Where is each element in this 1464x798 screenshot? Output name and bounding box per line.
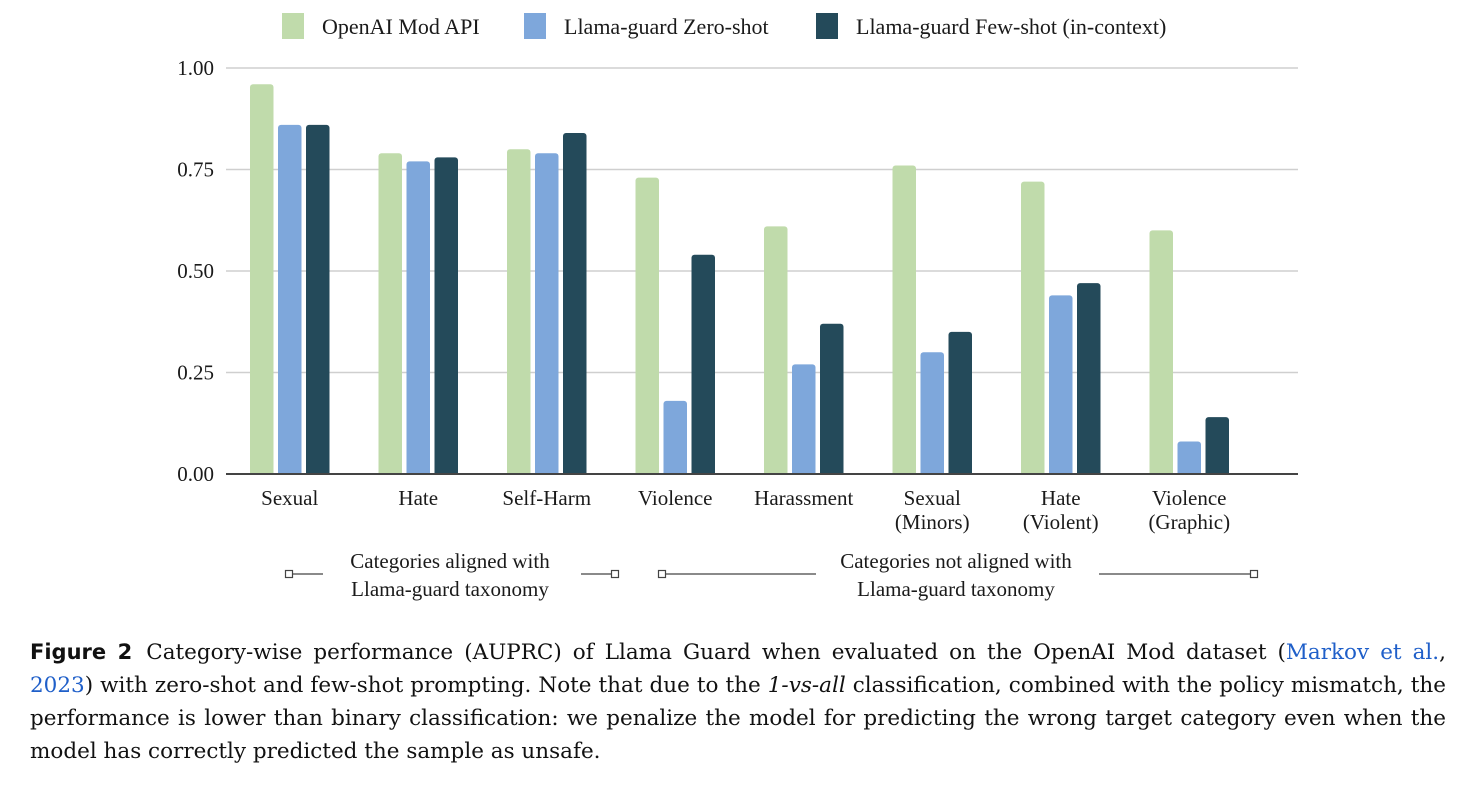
group-bracket-end <box>657 569 667 579</box>
bar-base <box>892 169 916 474</box>
caption-text-2: ) with zero-shot and few-shot prompting.… <box>84 673 768 698</box>
group-label: Llama-guard taxonomy <box>351 577 549 601</box>
bar-base <box>764 230 788 474</box>
legend-swatch <box>282 13 304 39</box>
y-tick-label: 1.00 <box>177 56 214 80</box>
gridlines <box>226 67 1298 374</box>
y-tick-label: 0.25 <box>177 361 214 385</box>
bar-base <box>378 157 402 474</box>
x-axis-labels: Sexual Hate Self-Harm Violence Harassment Sex… <box>261 486 1230 534</box>
bar-base <box>507 153 531 474</box>
x-tick-label: (Violent) <box>1023 510 1099 534</box>
legend: OpenAI Mod API Llama-guard Zero-shot Llama… <box>282 13 1166 39</box>
bar-base <box>535 157 559 474</box>
bar-base <box>792 368 816 474</box>
x-tick-label: Sexual <box>904 486 961 510</box>
bar-base <box>434 161 458 474</box>
legend-label: Llama-guard Few-shot (in-context) <box>856 14 1166 39</box>
bar-base <box>1177 445 1201 474</box>
x-tick-label: (Graphic) <box>1148 510 1230 534</box>
category-groups: Categories aligned with Llama-guard taxon… <box>284 549 1259 601</box>
bar-base <box>1049 299 1073 474</box>
group-label: Categories aligned with <box>350 549 550 573</box>
bar-base <box>306 128 330 474</box>
y-axis-ticks: 0.00 0.25 0.50 0.75 1.00 <box>177 56 214 486</box>
x-tick-label: Harassment <box>754 486 853 510</box>
group-label: Categories not aligned with <box>840 549 1072 573</box>
bar-base <box>1205 421 1229 474</box>
bars <box>250 84 1229 475</box>
bar-base <box>948 335 972 474</box>
bar-base <box>820 327 844 474</box>
group-bracket-end <box>1249 569 1259 579</box>
x-tick-label: (Minors) <box>895 510 970 534</box>
bar-base <box>635 181 659 474</box>
legend-swatch <box>524 13 546 39</box>
bar-base <box>691 258 715 474</box>
group-label: Llama-guard taxonomy <box>857 577 1055 601</box>
x-tick-label: Violence <box>638 486 713 510</box>
bar-base <box>1149 234 1173 474</box>
bar-base <box>406 165 430 474</box>
y-tick-label: 0.00 <box>177 462 214 486</box>
legend-swatch <box>816 13 838 39</box>
x-tick-label: Hate <box>1041 486 1081 510</box>
bar-base <box>1077 287 1101 474</box>
y-tick-label: 0.75 <box>177 158 214 182</box>
legend-label: Llama-guard Zero-shot <box>564 14 769 39</box>
y-tick-label: 0.50 <box>177 259 214 283</box>
bar-base <box>278 128 302 474</box>
bar-base <box>563 136 587 474</box>
x-tick-label: Violence <box>1152 486 1227 510</box>
caption-text-3: classification, combined with the policy… <box>30 673 1446 764</box>
bar-chart: OpenAI Mod API Llama-guard Zero-shot Llama… <box>177 13 1298 601</box>
citation-link-year[interactable]: 2023 <box>30 673 85 698</box>
bar-base <box>920 356 944 474</box>
citation-link-authors[interactable]: Markov et al. <box>1285 640 1440 665</box>
x-tick-label: Hate <box>398 486 438 510</box>
figure-label: Figure 2 <box>30 640 133 664</box>
bar-base <box>1021 185 1045 474</box>
caption-italic: 1-vs-all <box>767 673 846 698</box>
x-tick-label: Self-Harm <box>502 486 591 510</box>
caption-separator: , <box>1439 640 1446 665</box>
legend-label: OpenAI Mod API <box>322 14 480 39</box>
bar-base <box>250 88 274 475</box>
group-bracket-end <box>610 569 620 579</box>
figure-caption: Figure 2 Category-wise performance (AUPRC… <box>30 636 1446 768</box>
group-bracket-end <box>284 569 294 579</box>
caption-text-1: Category-wise performance (AUPRC) of Lla… <box>146 640 1286 665</box>
bar-base <box>663 404 687 474</box>
x-tick-label: Sexual <box>261 486 318 510</box>
